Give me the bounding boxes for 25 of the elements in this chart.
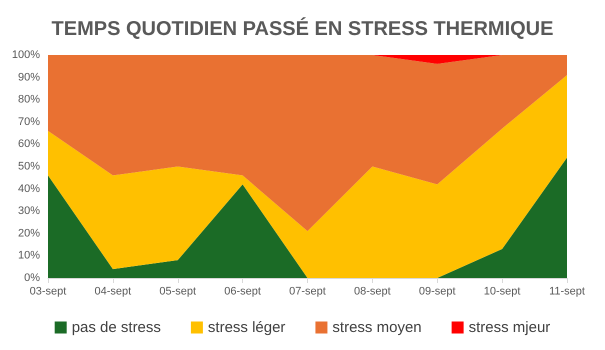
y-tick-label: 60% [18, 138, 40, 150]
y-tick-label: 30% [18, 205, 40, 218]
y-tick-label: 20% [18, 227, 40, 240]
x-tick-label: 03-sept [30, 286, 66, 298]
legend-label: stress mjeur [468, 319, 550, 336]
x-tick-label: 11-sept [549, 286, 585, 298]
chart-title: TEMPS QUOTIDIEN PASSÉ EN STRESS THERMIQUE [52, 17, 554, 40]
legend-label: pas de stress [72, 319, 161, 336]
y-tick-label: 80% [18, 94, 40, 106]
y-tick-label: 0% [24, 272, 40, 284]
y-tick-label: 40% [18, 182, 40, 195]
x-tick-label: 10-sept [484, 286, 520, 298]
x-tick-label: 08-sept [354, 286, 391, 298]
y-tick-label: 90% [18, 71, 40, 84]
legend-label: stress léger [208, 319, 286, 336]
y-tick-label: 10% [18, 250, 40, 262]
x-tick-label: 04-sept [94, 286, 132, 298]
x-tick-label: 09-sept [418, 286, 456, 298]
x-tick-label: 06-sept [224, 286, 261, 298]
legend-label: stress moyen [332, 319, 422, 336]
x-tick-label: 07-sept [289, 286, 326, 298]
y-tick-label: 50% [18, 160, 40, 172]
y-tick-label: 70% [18, 116, 40, 128]
x-tick-label: 05-sept [159, 286, 196, 298]
y-tick-label: 100% [12, 49, 40, 61]
